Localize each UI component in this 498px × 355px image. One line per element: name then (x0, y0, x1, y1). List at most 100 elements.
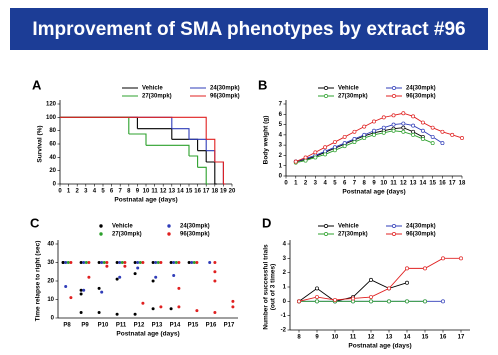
legend-label: 96(30mpk) (406, 232, 436, 238)
data-point (213, 310, 217, 314)
data-point (118, 261, 122, 264)
legend-marker (167, 232, 171, 236)
data-point (64, 285, 68, 289)
data-point (169, 261, 173, 264)
data-point (195, 261, 199, 264)
legend-marker (324, 94, 328, 98)
data-point (332, 140, 337, 145)
x-axis-title: Postnatal age (days) (348, 343, 411, 350)
data-point (391, 122, 396, 127)
data-point (115, 312, 119, 316)
data-point (372, 119, 376, 124)
x-tick-label: 4 (323, 181, 327, 187)
data-point (369, 295, 373, 299)
data-point (381, 115, 386, 120)
data-point (387, 299, 391, 304)
x-tick-label: 19 (220, 189, 227, 195)
data-point (362, 132, 367, 137)
data-point (352, 137, 357, 141)
data-point (420, 137, 425, 141)
legend-label: 96(30mpk) (210, 94, 240, 100)
data-point (151, 307, 155, 311)
data-point (66, 261, 70, 264)
x-tick-label: 3 (314, 181, 318, 187)
x-tick-label: 8 (127, 189, 131, 195)
x-tick-label: 9 (315, 335, 319, 341)
y-tick-label: 0 (283, 299, 287, 305)
x-tick-label: 11 (350, 335, 357, 341)
x-tick-label: 17 (458, 335, 465, 341)
panel-label: D (262, 215, 271, 230)
y-tick-label: -1 (281, 313, 287, 319)
survival-step (128, 133, 147, 146)
data-point (352, 140, 357, 145)
data-point (315, 295, 319, 299)
data-point (100, 290, 104, 294)
data-point (102, 261, 106, 264)
data-point (115, 277, 119, 281)
survival-step (171, 128, 190, 140)
data-point (387, 286, 391, 291)
x-tick-label: P16 (206, 323, 217, 329)
data-point (159, 305, 163, 309)
x-tick-label: P17 (224, 323, 235, 329)
data-point (82, 288, 86, 292)
data-point (79, 261, 83, 264)
x-tick-label: 2 (304, 181, 308, 187)
survival-step (60, 116, 173, 129)
survival-step (214, 161, 224, 184)
legend-label: 96(30mpk) (180, 232, 210, 238)
data-point (332, 145, 337, 150)
data-point (64, 261, 68, 264)
data-point (342, 134, 347, 139)
data-point (159, 261, 163, 264)
data-point (231, 305, 235, 309)
x-tick-label: 14 (404, 335, 411, 341)
x-tick-label: 12 (368, 335, 375, 341)
legend-label: 27(30mpk) (112, 232, 142, 238)
x-tick-label: 1 (67, 189, 71, 195)
data-point (381, 130, 386, 135)
data-point (177, 305, 181, 309)
data-point (352, 129, 357, 134)
x-tick-label: 16 (440, 335, 447, 341)
survival-step (206, 161, 216, 184)
x-tick-label: 13 (386, 335, 393, 341)
data-point (154, 275, 158, 279)
data-point (172, 273, 176, 277)
x-tick-label: 1 (294, 181, 298, 187)
data-point (213, 279, 217, 283)
x-tick-label: 4 (93, 189, 97, 195)
y-tick-label: 60 (49, 142, 56, 148)
data-point (174, 261, 178, 264)
data-point (342, 144, 347, 149)
panel-label: A (32, 77, 42, 92)
data-point (154, 261, 158, 264)
data-point (190, 261, 194, 264)
legend-label: 24(30mpk) (406, 86, 436, 92)
data-point (372, 132, 376, 137)
y-tick-label: 30 (47, 260, 54, 266)
series-line (298, 257, 461, 302)
x-tick-label: P10 (98, 323, 109, 329)
data-point (401, 111, 406, 116)
data-point (82, 261, 86, 264)
survival-step (189, 155, 199, 168)
legend-label: 24(30mpk) (210, 86, 240, 92)
data-point (440, 141, 445, 146)
data-point (303, 158, 308, 163)
x-tick-label: 10 (143, 189, 150, 195)
x-axis-title: Postnatal age (days) (114, 197, 177, 204)
data-point (136, 266, 140, 270)
x-tick-label: 3 (84, 189, 88, 195)
x-tick-label: P14 (170, 323, 181, 329)
x-tick-label: 17 (203, 189, 210, 195)
data-point (187, 261, 191, 264)
x-tick-label: 15 (422, 335, 429, 341)
data-point (151, 279, 155, 283)
data-point (332, 148, 337, 153)
legend-label: 27(30mpk) (338, 94, 368, 100)
x-tick-label: 7 (119, 189, 123, 195)
data-point (369, 277, 373, 282)
